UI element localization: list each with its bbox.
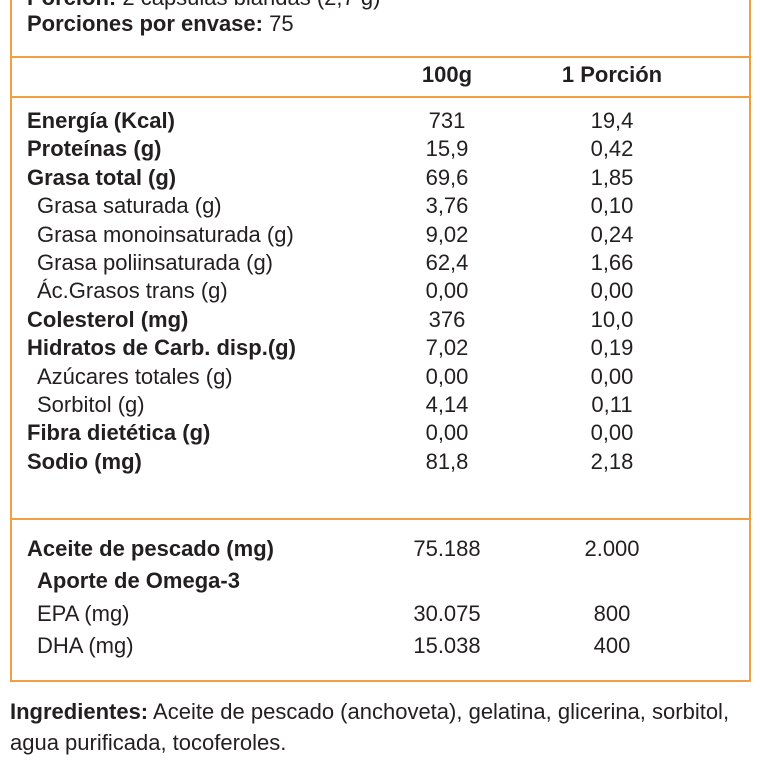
row-value: 1,85 <box>590 164 634 190</box>
row-label: Grasa saturada (g) <box>37 193 222 219</box>
servings-per-container: Porciones por envase: 75 <box>27 10 294 38</box>
divider <box>10 56 751 58</box>
row-value: 62,4 <box>425 250 469 275</box>
row-value: 10,0 <box>590 306 634 332</box>
row-value: 0,00 <box>590 363 634 389</box>
row-label: DHA (mg) <box>37 632 134 658</box>
ingredients-text: Aceite de pescado (anchoveta), gelatina,… <box>10 699 730 755</box>
row-value: 0,42 <box>590 136 634 162</box>
row-value: 69,6 <box>425 164 469 190</box>
row-value: 2.000 <box>584 536 640 561</box>
row-label: Aceite de pescado (mg) <box>27 536 274 561</box>
serving-label: Porción: <box>27 0 116 10</box>
row-value: 0,00 <box>425 363 469 389</box>
row-value: 400 <box>593 632 631 658</box>
row-label: Colesterol (mg) <box>27 306 189 332</box>
divider <box>10 96 751 98</box>
servings-label: Porciones por envase: <box>27 11 263 36</box>
row-label: Sodio (mg) <box>27 448 142 474</box>
row-value: 3,76 <box>425 193 469 219</box>
row-label: Grasa poliinsaturada (g) <box>37 250 274 275</box>
column-header: 100g <box>421 62 473 87</box>
row-value: 0,19 <box>590 335 634 361</box>
row-value: 0,00 <box>590 420 634 446</box>
row-label: Fibra dietética (g) <box>27 420 211 446</box>
divider <box>10 518 751 520</box>
row-label: Ác.Grasos trans (g) <box>37 278 228 304</box>
row-label: Grasa monoinsaturada (g) <box>37 221 294 247</box>
row-value: 30.075 <box>413 600 481 626</box>
row-label: Sorbitol (g) <box>37 392 145 417</box>
row-label: Aporte de Omega-3 <box>37 568 240 594</box>
ingredients: Ingredientes: Aceite de pescado (anchove… <box>10 696 755 758</box>
row-value: 15,9 <box>425 136 469 162</box>
row-value: 0,24 <box>590 221 634 247</box>
row-value: 75.188 <box>413 536 481 561</box>
row-value: 4,14 <box>425 392 469 417</box>
row-value: 7,02 <box>425 335 469 361</box>
row-value: 1,66 <box>590 250 634 275</box>
row-value: 800 <box>593 600 631 626</box>
row-value: 731 <box>428 108 466 133</box>
row-label: Grasa total (g) <box>27 164 177 190</box>
row-label: Azúcares totales (g) <box>37 363 233 389</box>
ingredients-label: Ingredientes: <box>10 699 149 724</box>
serving-value: 2 cápsulas blandas (2,7 g) <box>122 0 380 10</box>
row-value: 0,10 <box>590 193 634 219</box>
row-label: Energía (Kcal) <box>27 108 175 133</box>
row-value: 0,00 <box>425 420 469 446</box>
row-label: EPA (mg) <box>37 600 130 626</box>
serving: Porción: 2 cápsulas blandas (2,7 g) <box>27 0 380 12</box>
label-border <box>10 0 751 682</box>
row-label: Proteínas (g) <box>27 136 162 162</box>
column-header: 1 Porción <box>561 62 663 87</box>
row-value: 0,11 <box>591 392 633 417</box>
row-value: 0,00 <box>425 278 469 304</box>
row-value: 376 <box>428 306 466 332</box>
row-label: Hidratos de Carb. disp.(g) <box>27 335 296 361</box>
row-value: 0,00 <box>590 278 634 304</box>
row-value: 15.038 <box>413 632 481 658</box>
row-value: 2,18 <box>590 448 634 474</box>
row-value: 19,4 <box>590 108 634 133</box>
row-value: 9,02 <box>425 221 469 247</box>
row-value: 81,8 <box>425 448 469 474</box>
servings-value: 75 <box>269 11 294 36</box>
